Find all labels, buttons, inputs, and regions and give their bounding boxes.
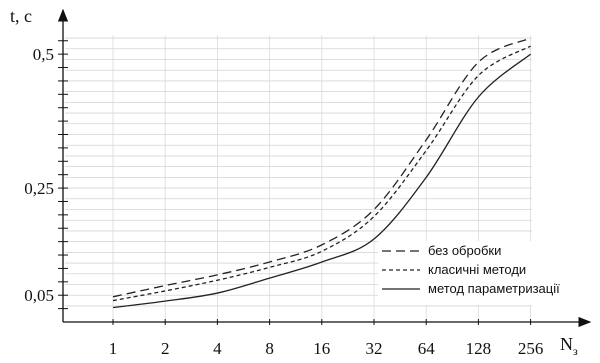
y-tick-label: 0,5 <box>33 45 54 64</box>
y-axis-title: t, c <box>10 6 32 26</box>
y-tick-label: 0,25 <box>24 179 54 198</box>
axes <box>57 8 592 328</box>
x-axis-title-sub: з <box>573 344 578 358</box>
ticks: 0,05 0,25 0,5 1 2 4 8 16 32 64 128 256 <box>24 40 544 358</box>
x-tick-label: 8 <box>265 339 274 358</box>
legend-background <box>378 241 574 305</box>
series-line-2 <box>112 45 531 302</box>
legend: без обробки класичні методи метод параметр… <box>378 241 574 305</box>
x-tick-label: 4 <box>213 339 222 358</box>
axis-labels: t, c Nз <box>10 6 578 358</box>
x-axis-title-main: N <box>560 334 573 354</box>
x-tick-label: 32 <box>366 339 383 358</box>
series-line-3 <box>112 53 532 309</box>
x-tick-label: 128 <box>466 339 492 358</box>
legend-label: без обробки <box>428 243 501 258</box>
series-line-1 <box>112 37 531 298</box>
y-tick-label: 0,05 <box>24 286 54 305</box>
x-tick-label: 1 <box>109 339 118 358</box>
x-tick-label: 256 <box>518 339 544 358</box>
x-axis-title: Nз <box>560 334 578 358</box>
series-layer <box>112 37 532 309</box>
x-tick-label: 16 <box>313 339 330 358</box>
legend-label: класичні методи <box>428 262 526 277</box>
legend-label: метод параметризації <box>428 281 560 296</box>
grid <box>65 35 532 322</box>
x-tick-label: 2 <box>161 339 170 358</box>
x-tick-label: 64 <box>418 339 436 358</box>
